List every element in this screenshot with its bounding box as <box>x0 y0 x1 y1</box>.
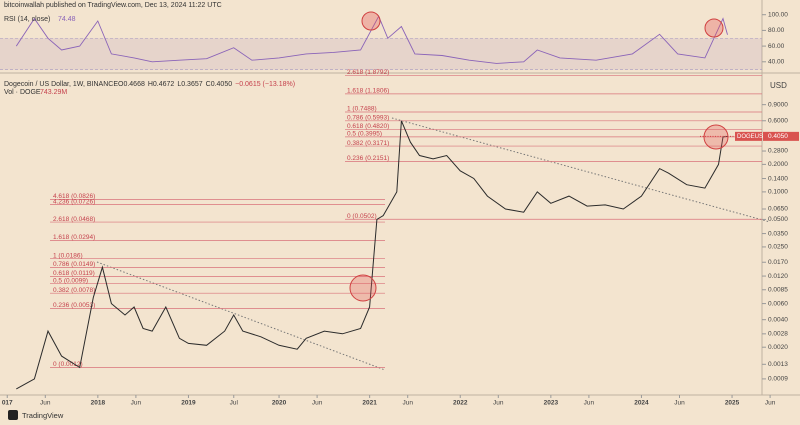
fib-label: 0.786 (0.5993) <box>347 115 389 122</box>
fib-label: 0.618 (0.0119) <box>53 270 95 277</box>
symbol-label: DOGEUSD <box>737 134 768 140</box>
price-badge <box>763 131 799 141</box>
fib-label: 2.618 (0.0468) <box>53 216 95 223</box>
ohlc-item: H0.4672 <box>148 81 175 88</box>
chart-title: Dogecoin / US Dollar, 1W, BINANCE <box>4 81 118 88</box>
y-tick-label: 0.2000 <box>768 161 788 168</box>
rsi-value: 74.48 <box>58 16 76 23</box>
x-tick-label: 2021 <box>362 400 377 407</box>
rsi-title: RSI (14, close) <box>4 16 50 23</box>
last-price-label: 0.4050 <box>768 133 788 140</box>
ohlc-item: C0.4050 <box>206 81 233 88</box>
fib-label: 4.618 (0.0826) <box>53 193 95 200</box>
x-tick-label: 2022 <box>453 400 468 407</box>
fib-label: 1 (0.0186) <box>53 252 83 259</box>
x-tick-label: Jun <box>584 400 595 407</box>
x-tick-label: Jun <box>131 400 142 407</box>
y-tick-label: 0.0120 <box>768 273 788 280</box>
fib-label: 0.5 (0.3995) <box>347 131 382 138</box>
rsi-line <box>15 15 728 64</box>
fib-label: 1.618 (0.0294) <box>53 234 95 241</box>
fib-label: 1.618 (1.1806) <box>347 88 389 95</box>
x-tick-label: Jun <box>312 400 323 407</box>
highlight <box>703 124 729 150</box>
y-tick-label: 0.1400 <box>768 175 788 182</box>
x-tick-label: Jun <box>765 400 776 407</box>
fib-label: 2.618 (1.8792) <box>347 69 389 76</box>
y-tick-label: 0.1000 <box>768 189 788 196</box>
x-tick-label: Jun <box>674 400 685 407</box>
y-tick-label: 0.0650 <box>768 206 788 213</box>
price-line <box>16 120 728 390</box>
y-tick-label: 0.0350 <box>768 230 788 237</box>
x-tick-label: 2025 <box>725 400 740 407</box>
currency: USD <box>770 81 787 90</box>
symbol-badge <box>735 131 762 141</box>
y-tick-label: 0.0020 <box>768 344 788 351</box>
x-tick-label: 2023 <box>544 400 559 407</box>
logo <box>8 410 18 420</box>
fib-label: 0.236 (0.2151) <box>347 155 389 162</box>
y-tick-label: 0.0013 <box>768 361 788 368</box>
fib-label: 0 (0.0012) <box>53 361 83 368</box>
rsi-tick-label: 60.00 <box>768 43 785 50</box>
y-tick-label: 0.0060 <box>768 300 788 307</box>
trendline <box>391 117 771 223</box>
y-tick-label: 0.0028 <box>768 331 788 338</box>
fib-label: 1 (0.7488) <box>347 106 377 113</box>
y-tick-label: 0.9000 <box>768 101 788 108</box>
y-tick-label: 0.0250 <box>768 244 788 251</box>
y-tick-label: 0.0085 <box>768 286 788 293</box>
fib-label: 4.236 (0.0726) <box>53 198 95 205</box>
ohlc-item: L0.3657 <box>177 81 202 88</box>
y-tick-label: 0.0009 <box>768 376 788 383</box>
fib-label: 0 (0.0502) <box>347 213 377 220</box>
y-tick-label: 0.0170 <box>768 259 788 266</box>
rsi-tick-label: 80.00 <box>768 27 785 34</box>
footer: TradingView <box>22 411 64 420</box>
highlight <box>349 274 377 302</box>
y-tick-label: 0.0040 <box>768 316 788 323</box>
rsi-tick-label: 40.00 <box>768 59 785 66</box>
x-tick-label: 2019 <box>181 400 196 407</box>
x-tick-label: Jun <box>493 400 504 407</box>
ohlc-item: −0.0615 (−13.18%) <box>235 81 295 88</box>
fib-label: 0.236 (0.0053) <box>53 302 95 309</box>
x-tick-label: Jul <box>230 400 239 407</box>
x-tick-label: Jun <box>402 400 413 407</box>
fib-label: 0.786 (0.0149) <box>53 261 95 268</box>
publisher: bitcoinwallah published on TradingView.c… <box>4 2 222 9</box>
y-tick-label: 0.6000 <box>768 117 788 124</box>
ohlc: O0.4668 H0.4672 L0.3657 C0.4050 −0.0615 (−13… <box>118 81 295 88</box>
x-tick-label: 2020 <box>272 400 287 407</box>
x-tick-label: 2018 <box>91 400 106 407</box>
trendline <box>96 261 386 371</box>
fib-label: 0.382 (0.3171) <box>347 140 389 147</box>
x-tick-label: 2024 <box>634 400 649 407</box>
rsi-band <box>0 38 762 70</box>
fib-label: 0.618 (0.4820) <box>347 123 389 130</box>
ohlc-item: O0.4668 <box>118 81 145 88</box>
rsi-tick-label: 100.00 <box>768 11 788 18</box>
volume-label: Vol · DOGE <box>4 89 41 96</box>
y-tick-label: 0.2800 <box>768 148 788 155</box>
y-tick-label: 0.0500 <box>768 216 788 223</box>
volume-value: 743.29M <box>40 89 67 96</box>
x-tick-label: Jun <box>40 400 51 407</box>
highlight <box>361 11 381 31</box>
fib-label: 0.382 (0.0078) <box>53 287 95 294</box>
highlight <box>704 18 724 38</box>
fib-label: 0.5 (0.0099) <box>53 277 88 284</box>
x-tick-label: 017 <box>2 400 13 407</box>
